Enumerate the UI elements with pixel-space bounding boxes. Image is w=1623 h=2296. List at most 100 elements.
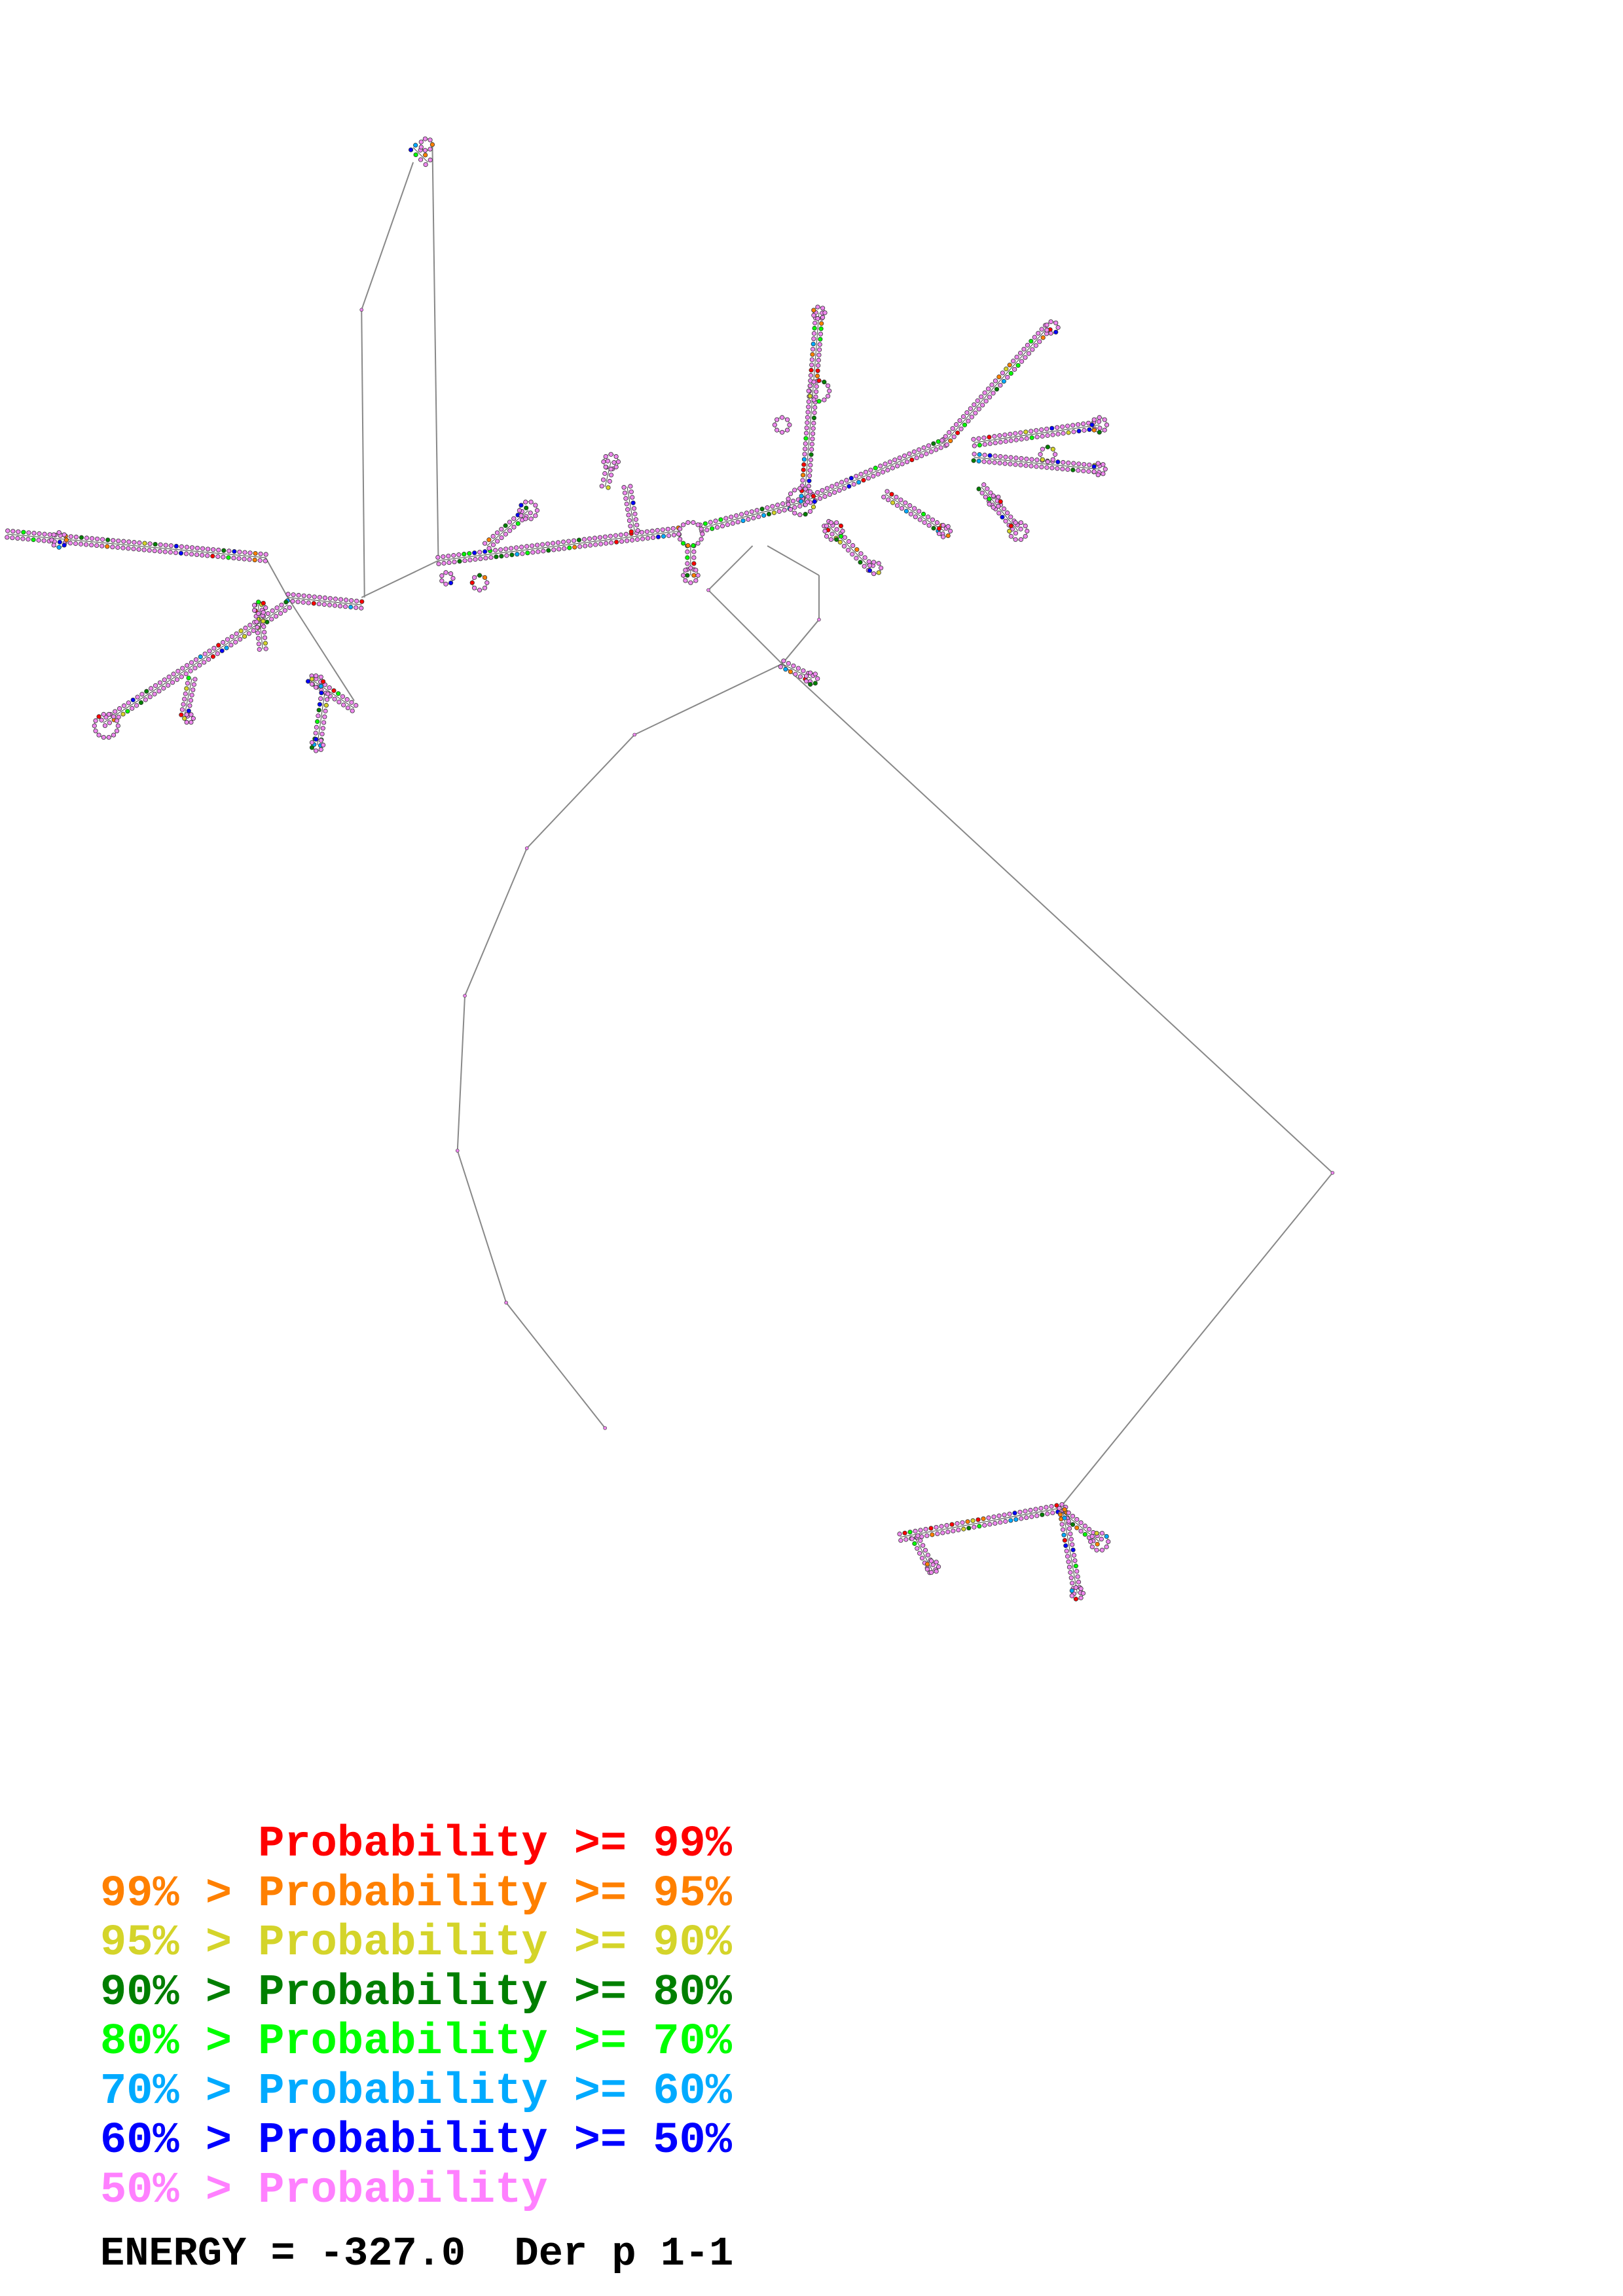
nucleotide	[987, 453, 993, 458]
helix-axis	[103, 604, 288, 723]
nucleotide	[319, 731, 325, 737]
nucleotide	[915, 1546, 920, 1551]
nucleotide	[469, 580, 475, 585]
nucleotide	[450, 575, 456, 581]
nucleotide	[478, 556, 483, 562]
nucleotide	[1099, 1530, 1105, 1536]
nucleotide	[917, 447, 922, 452]
nucleotide	[987, 395, 993, 400]
nucleotide	[766, 511, 772, 517]
nucleotide	[533, 513, 538, 518]
legend-prefix: 95% >	[100, 1918, 259, 1968]
nucleotide	[858, 551, 864, 556]
nucleotide	[866, 559, 871, 564]
nucleotide	[207, 649, 212, 654]
nucleotide	[1089, 1534, 1095, 1539]
nucleotide	[147, 694, 153, 700]
nucleotide	[83, 542, 89, 547]
nucleotide	[841, 486, 847, 491]
nucleotide	[1074, 1569, 1080, 1574]
nucleotide	[695, 573, 701, 578]
nucleotide	[317, 702, 323, 707]
nucleotide	[746, 516, 751, 522]
nucleotide	[629, 537, 635, 543]
nucleotide	[876, 570, 881, 575]
backbone-segment	[264, 557, 289, 598]
nucleotide	[940, 1530, 945, 1535]
nucleotide	[998, 439, 1003, 445]
nucleotide	[987, 441, 993, 446]
nucleotide	[991, 493, 996, 499]
helix-axis	[604, 461, 611, 487]
helix-axis	[627, 486, 635, 531]
nucleotide	[274, 605, 280, 611]
nucleotide	[477, 587, 483, 593]
nucleotide	[811, 313, 816, 318]
nucleotide	[62, 532, 67, 537]
nucleotide	[556, 547, 562, 552]
nucleotide	[685, 520, 691, 525]
legend-prefix	[100, 1820, 258, 1869]
nucleotide	[909, 457, 915, 463]
nucleotide	[1004, 367, 1009, 372]
nucleotide	[624, 501, 629, 507]
nucleotide	[939, 1524, 944, 1529]
nucleotide	[812, 325, 817, 331]
nucleotide	[1044, 327, 1049, 332]
nucleotide	[256, 611, 261, 617]
nucleotide	[1099, 1536, 1104, 1542]
nucleotide	[182, 716, 187, 721]
nucleotide	[115, 545, 120, 550]
backbone-segment	[708, 589, 783, 665]
nucleotide	[921, 445, 926, 450]
nucleotide	[1055, 459, 1061, 465]
nucleotide	[815, 368, 820, 373]
nucleotide	[1008, 370, 1013, 376]
nucleotide	[808, 682, 813, 687]
nucleotide	[523, 516, 528, 522]
nucleotide	[287, 605, 292, 610]
nucleotide	[56, 530, 62, 535]
nucleotide	[629, 489, 634, 495]
nucleotide	[996, 511, 1002, 516]
nucleotide	[448, 571, 454, 577]
nucleotide	[807, 468, 812, 473]
nucleotide	[812, 681, 818, 686]
nucleotide	[336, 691, 341, 696]
nucleotide	[804, 425, 809, 431]
nucleotide	[166, 683, 171, 688]
nucleotide	[456, 552, 462, 558]
nucleotide	[820, 488, 825, 493]
nucleotide	[1068, 1575, 1074, 1581]
nucleotide	[982, 1522, 987, 1528]
nucleotide	[529, 543, 535, 548]
nucleotide	[854, 473, 859, 479]
nucleotide	[1074, 1516, 1080, 1522]
nucleotide	[983, 494, 988, 499]
nucleotide	[423, 162, 428, 168]
nucleotide	[632, 511, 638, 516]
nucleotide	[981, 459, 987, 464]
nucleotide	[572, 545, 577, 550]
nucleotide	[528, 511, 533, 516]
nucleotide	[1021, 346, 1027, 352]
nucleotide	[808, 457, 814, 463]
nucleotide	[333, 596, 338, 601]
nucleotide	[961, 1526, 966, 1532]
nucleotide	[816, 378, 822, 384]
nucleotide	[998, 1520, 1003, 1525]
nucleotide	[812, 404, 818, 410]
nucleotide	[314, 748, 319, 753]
nucleotide	[1330, 1171, 1335, 1175]
nucleotide	[1081, 468, 1086, 474]
nucleotide	[801, 467, 806, 473]
nucleotide	[309, 681, 315, 687]
nucleotide	[73, 541, 79, 547]
nucleotide	[1005, 511, 1010, 516]
nucleotide	[274, 613, 279, 619]
nucleotide	[16, 529, 21, 535]
helix-axis	[804, 442, 945, 502]
nucleotide	[710, 526, 715, 531]
nucleotide	[322, 714, 327, 719]
nucleotide	[809, 368, 814, 373]
